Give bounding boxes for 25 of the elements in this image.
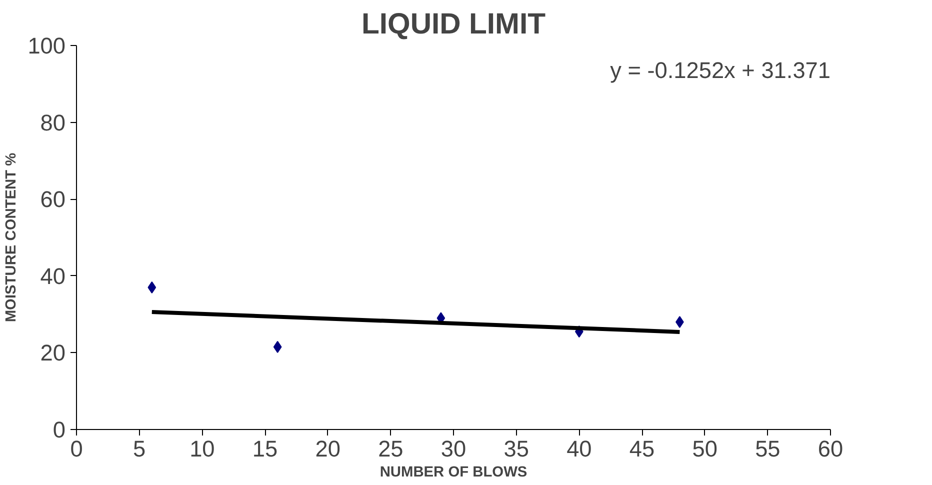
- x-tick-label: 25: [378, 436, 404, 462]
- chart-title: LIQUID LIMIT: [361, 8, 546, 40]
- annotation: y = -0.1252x + 31.371: [610, 57, 831, 84]
- x-tick-label: 60: [818, 436, 844, 462]
- x-tick-label: 55: [755, 436, 780, 462]
- x-tick-label: 10: [190, 436, 215, 462]
- x-tick-label: 50: [692, 436, 718, 462]
- y-tick-label: 60: [40, 186, 66, 212]
- x-tick-label: 15: [252, 436, 278, 462]
- x-tick-label: 0: [70, 436, 83, 462]
- x-tick-label: 5: [133, 436, 146, 462]
- point: [273, 340, 282, 353]
- y-axis-title: MOISTURE CONTENT %: [4, 152, 20, 322]
- y-tick-label: 40: [40, 262, 66, 289]
- y-tick-label: 0: [52, 416, 66, 442]
- x-tick-label: 45: [629, 436, 655, 462]
- x-axis-title: NUMBER OF BLOWS: [380, 464, 528, 480]
- y-tick-label: 20: [40, 340, 66, 366]
- x-tick-label: 20: [315, 436, 340, 462]
- y-tick-label: 80: [40, 109, 66, 136]
- point: [148, 281, 156, 294]
- x-tick-label: 30: [440, 436, 466, 462]
- x-tick-label: 40: [566, 436, 592, 462]
- y-tick-label: 100: [28, 32, 66, 58]
- x-tick-label: 35: [504, 436, 529, 462]
